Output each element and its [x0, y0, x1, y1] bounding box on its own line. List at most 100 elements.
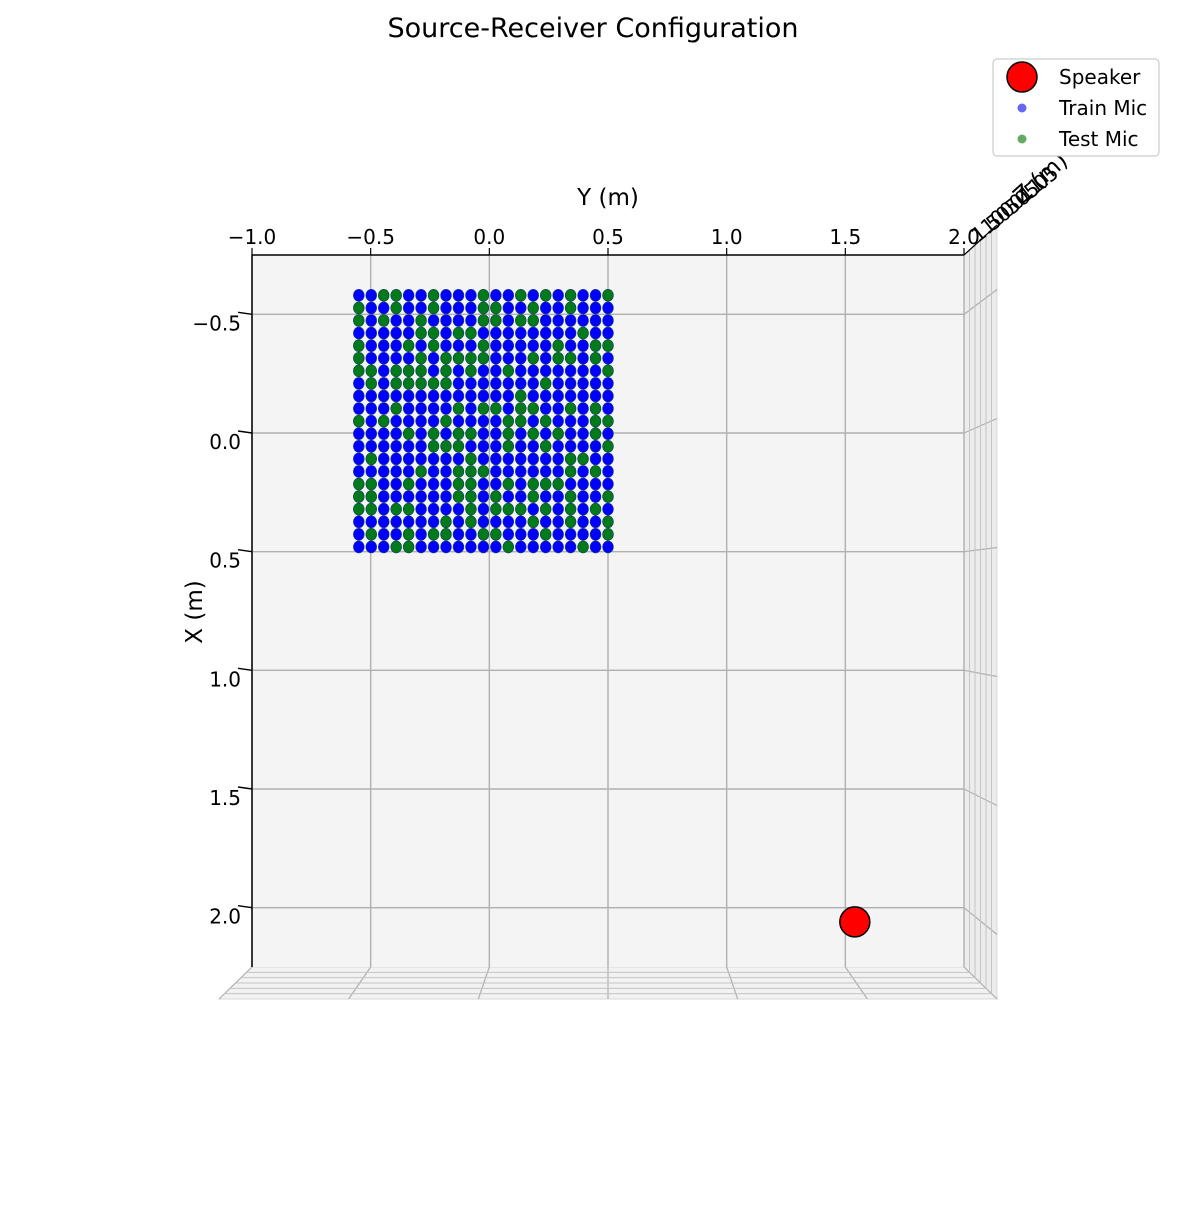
x-axis-tick: [237, 430, 253, 434]
test-mic-point: [602, 364, 614, 378]
train-mic-point: [415, 477, 427, 491]
test-mic-point: [465, 351, 477, 365]
train-mic-point: [390, 314, 402, 327]
train-mic-point: [415, 414, 427, 428]
train-mic-point: [365, 289, 377, 302]
train-mic-point: [564, 377, 577, 390]
train-mic-point: [390, 452, 402, 466]
train-mic-point: [365, 515, 377, 529]
train-mic-point: [564, 528, 577, 541]
train-mic-point: [465, 402, 477, 415]
x-axis-tick: [237, 667, 253, 672]
train-mic-point: [490, 364, 502, 378]
train-mic-point: [564, 339, 577, 352]
x-axis-tick-label: 1.5: [209, 786, 241, 810]
train-mic-point: [552, 364, 564, 378]
test-mic-point: [502, 364, 515, 378]
train-mic-point: [552, 402, 564, 415]
train-mic-point: [577, 377, 589, 390]
train-mic-point: [465, 439, 477, 453]
train-mic-point: [365, 339, 377, 352]
train-mic-point: [353, 439, 365, 453]
test-mic-point: [564, 452, 577, 466]
train-mic-point: [527, 465, 539, 478]
test-mic-point: [564, 490, 577, 503]
train-mic-point: [502, 490, 515, 503]
test-mic-point: [353, 301, 365, 315]
train-mic-point: [402, 301, 415, 315]
train-mic-point: [365, 351, 377, 365]
train-mic-point: [552, 289, 564, 302]
y-axis-label: Y (m): [576, 185, 639, 211]
train-mic-point: [502, 452, 515, 466]
test-mic-point: [602, 515, 614, 529]
test-mic-point: [378, 289, 390, 302]
test-mic-point: [589, 465, 602, 478]
train-mic-point: [477, 439, 490, 453]
train-mic-point: [589, 377, 602, 390]
train-mic-point: [365, 465, 377, 478]
train-mic-point: [365, 439, 377, 453]
y-axis-tick-label: −1.0: [228, 225, 277, 249]
train-mic-point: [415, 402, 427, 415]
test-mic-point: [502, 414, 515, 428]
test-mic-point: [465, 477, 477, 491]
train-mic-point: [552, 465, 564, 478]
train-mic-point: [490, 465, 502, 478]
train-mic-point: [477, 515, 490, 529]
train-mic-point: [490, 515, 502, 529]
train-mic-point: [452, 389, 465, 403]
train-mic-point: [490, 439, 502, 453]
test-mic-point: [353, 314, 365, 327]
legend-test-mic-label: Test Mic: [1058, 127, 1139, 151]
train-mic-point: [490, 414, 502, 428]
train-mic-point: [564, 540, 577, 554]
x-axis-tick-label: −0.5: [192, 311, 241, 335]
train-mic-point: [465, 377, 477, 390]
train-mic-point: [502, 339, 515, 352]
train-mic-point: [378, 477, 390, 491]
train-mic-point: [415, 339, 427, 352]
train-mic-point: [440, 301, 452, 315]
test-mic-point: [515, 502, 527, 516]
train-mic-point: [564, 439, 577, 453]
train-mic-point: [353, 452, 365, 466]
train-mic-point: [539, 402, 552, 415]
train-mic-point: [365, 540, 377, 554]
test-mic-point: [477, 301, 490, 315]
train-mic-point: [552, 439, 564, 453]
test-mic-point: [452, 490, 465, 503]
test-mic-point: [515, 402, 527, 415]
test-mic-point: [440, 528, 452, 541]
train-mic-point: [378, 389, 390, 403]
train-mic-point: [515, 540, 527, 554]
train-mic-point: [564, 427, 577, 441]
train-mic-point: [477, 540, 490, 554]
train-mic-point: [527, 439, 539, 453]
test-mic-point: [490, 490, 502, 503]
train-mic-point: [490, 540, 502, 554]
train-mic-point: [440, 477, 452, 491]
train-mic-point: [602, 377, 614, 390]
test-mic-point: [353, 339, 365, 352]
train-mic-point: [552, 301, 564, 315]
train-mic-point: [552, 515, 564, 529]
test-mic-point: [477, 528, 490, 541]
train-mic-point: [415, 301, 427, 315]
train-mic-point: [527, 528, 539, 541]
x-axis-tick: [237, 904, 253, 909]
test-mic-point: [527, 301, 539, 315]
train-mic-point: [539, 351, 552, 365]
train-mic-point: [353, 528, 365, 541]
train-mic-point: [378, 377, 390, 390]
train-mic-point: [502, 377, 515, 390]
train-mic-point: [427, 477, 440, 491]
train-mic-point: [365, 414, 377, 428]
train-mic-point: [552, 389, 564, 403]
train-mic-point: [452, 314, 465, 327]
train-mic-point: [539, 301, 552, 315]
test-mic-point: [589, 339, 602, 352]
train-mic-point: [552, 314, 564, 327]
train-mic-point: [402, 452, 415, 466]
train-mic-point: [577, 490, 589, 503]
